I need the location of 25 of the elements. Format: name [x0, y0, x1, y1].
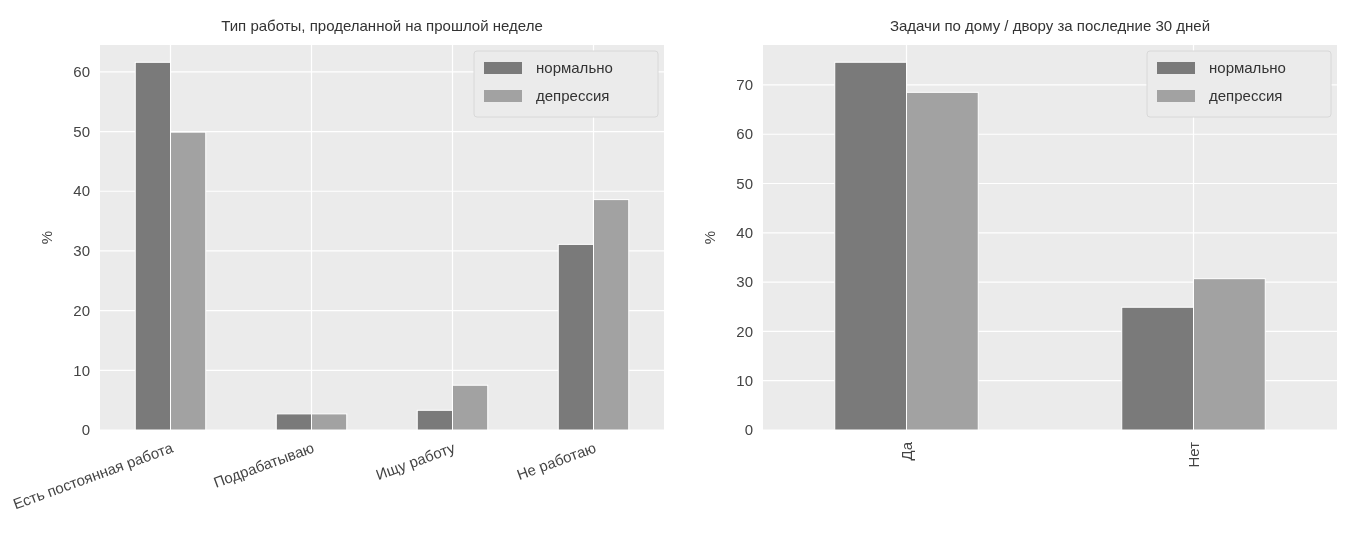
x-tick-label: Нет: [1184, 441, 1202, 468]
y-axis-title: %: [38, 230, 55, 245]
y-tick-label: 30: [736, 273, 753, 291]
y-tick-label: 20: [73, 301, 90, 319]
y-tick-label: 40: [73, 182, 90, 200]
y-tick-label: 10: [73, 361, 90, 379]
legend-label: нормально: [536, 59, 613, 77]
legend-label: нормально: [1209, 59, 1286, 77]
y-tick-label: 40: [736, 224, 753, 242]
x-tick-label: Да: [897, 441, 915, 461]
y-axis-title: %: [701, 230, 718, 245]
y-tick-label: 50: [73, 122, 90, 140]
legend-label: депрессия: [536, 87, 610, 105]
legend-label: депрессия: [1209, 87, 1283, 105]
y-tick-label: 60: [73, 63, 90, 81]
y-tick-label: 70: [736, 76, 753, 94]
chart-title: Тип работы, проделанной на прошлой неделе: [221, 17, 543, 34]
y-tick-label: 0: [744, 421, 753, 439]
y-tick-label: 30: [73, 242, 90, 260]
y-tick-label: 10: [736, 371, 753, 389]
chart-title: Задачи по дому / двору за последние 30 дней: [889, 17, 1211, 34]
y-tick-label: 60: [736, 125, 753, 143]
y-tick-label: 50: [736, 174, 753, 192]
y-tick-label: 0: [81, 421, 90, 439]
y-tick-label: 20: [736, 322, 753, 340]
